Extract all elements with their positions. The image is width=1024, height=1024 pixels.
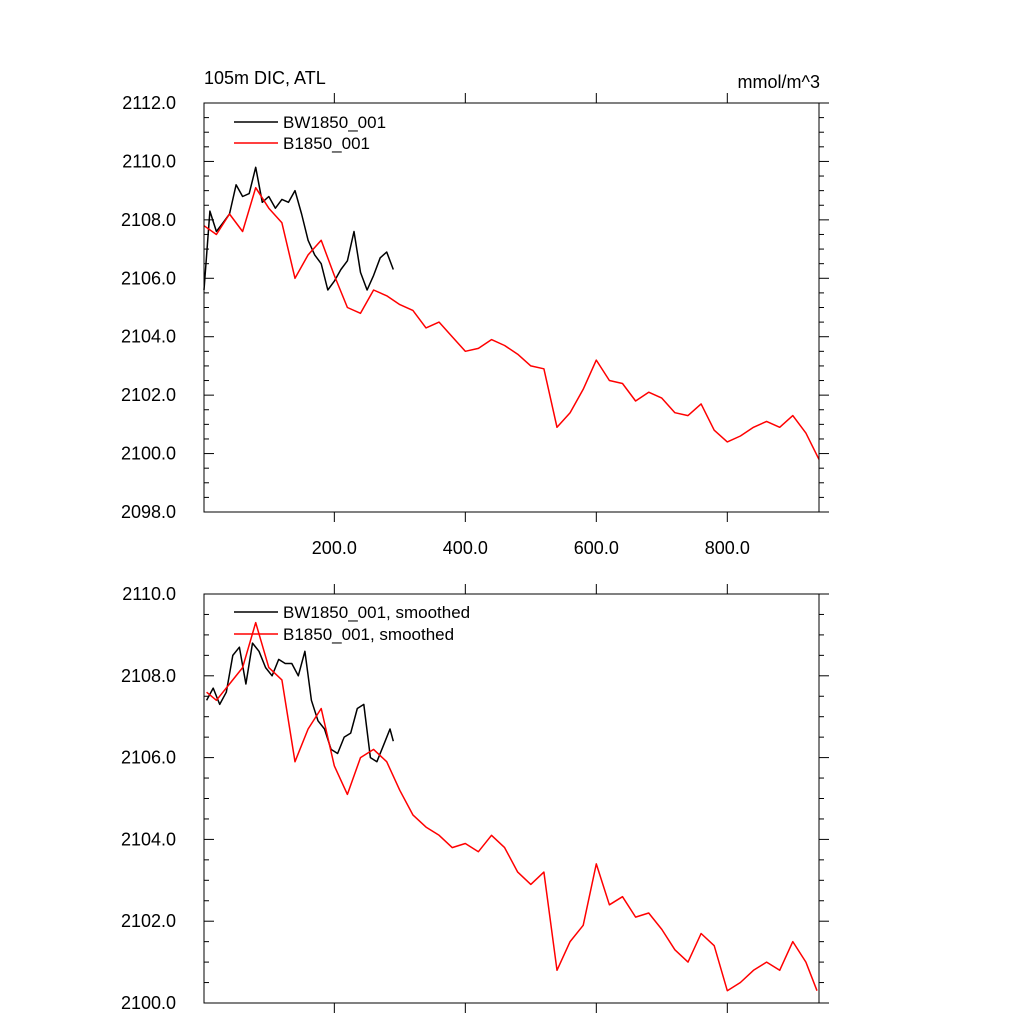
bottom-plot-frame — [203, 593, 820, 1004]
top-chart-units: mmol/m^3 — [738, 72, 820, 92]
top-series-group — [203, 166, 820, 460]
top-x-tick-label: 400.0 — [443, 538, 488, 558]
bottom-series-group — [205, 621, 818, 992]
bottom-y-tick-label: 2110.0 — [122, 584, 176, 604]
top-series-line-bw1850 — [203, 166, 395, 291]
top-y-tick-label: 2108.0 — [121, 210, 176, 230]
top-x-tick-label: 800.0 — [705, 538, 750, 558]
bottom-series-line-b1850 — [206, 621, 818, 992]
top-y-tick-label: 2100.0 — [121, 444, 176, 464]
bottom-y-tick-label: 2102.0 — [121, 911, 176, 931]
bottom-legend-label-bw1850: BW1850_001, smoothed — [283, 603, 470, 622]
bottom-y-tick-label: 2108.0 — [121, 666, 176, 686]
top-legend-label-bw1850: BW1850_001 — [283, 113, 386, 132]
top-chart-title: 105m DIC, ATL — [204, 68, 326, 88]
top-x-tick-label: 200.0 — [312, 538, 357, 558]
top-y-axis-ticks: 2098.0 2100.0 2102.0 2104.0 2106.0 2108.0 2110… — [121, 93, 829, 522]
top-series-line-b1850 — [203, 186, 820, 460]
top-legend: BW1850_001 B1850_001 — [234, 113, 386, 153]
top-y-tick-label: 2098.0 — [121, 502, 176, 522]
top-plot-frame — [203, 102, 820, 513]
bottom-y-axis-ticks: 2100.0 2102.0 2104.0 2106.0 2108.0 2110.0 — [121, 584, 829, 1013]
top-y-tick-label: 2112.0 — [122, 93, 176, 113]
top-x-tick-label: 600.0 — [574, 538, 619, 558]
bottom-y-tick-label: 2106.0 — [121, 748, 176, 768]
bottom-chart-panel: 2100.0 2102.0 2104.0 2106.0 2108.0 2110.0 BW1… — [121, 584, 829, 1013]
top-y-tick-label: 2102.0 — [121, 385, 176, 405]
top-chart-panel: 105m DIC, ATL mmol/m^3 2098.0 2100.0 2102.… — [121, 68, 829, 558]
top-legend-label-b1850: B1850_001 — [283, 134, 370, 153]
bottom-x-axis-ticks — [333, 584, 728, 1013]
top-x-axis-ticks: 200.0 400.0 600.0 800.0 — [312, 93, 750, 558]
top-y-tick-label: 2110.0 — [122, 151, 176, 171]
top-y-tick-label: 2104.0 — [121, 327, 176, 347]
top-y-tick-label: 2106.0 — [121, 268, 176, 288]
bottom-legend: BW1850_001, smoothed B1850_001, smoothed — [234, 603, 470, 644]
bottom-y-tick-label: 2104.0 — [121, 829, 176, 849]
bottom-legend-label-b1850: B1850_001, smoothed — [283, 625, 454, 644]
bottom-series-line-bw1850 — [205, 642, 395, 763]
bottom-y-tick-label: 2100.0 — [121, 993, 176, 1013]
